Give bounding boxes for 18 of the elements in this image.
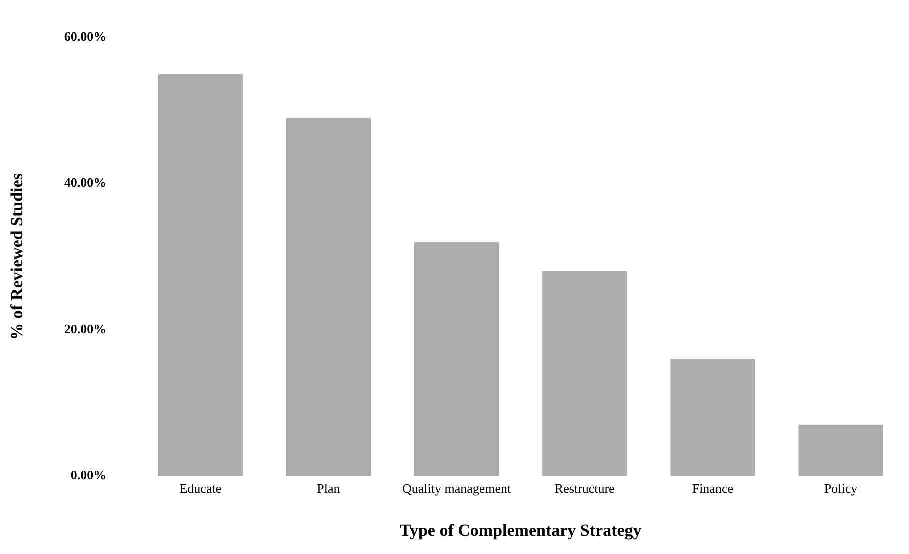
x-tick-label: Restructure <box>554 481 616 496</box>
x-tick-label: Plan <box>317 481 341 496</box>
bar <box>542 272 628 476</box>
y-tick-label: 0.00% <box>70 467 107 482</box>
x-tick-label: Educate <box>180 481 222 496</box>
x-axis-title: Type of Complementary Strategy <box>400 521 642 540</box>
bar <box>798 424 884 476</box>
y-tick-label: 40.00% <box>64 175 107 190</box>
y-tick-label: 60.00% <box>64 29 107 44</box>
bar <box>286 118 371 476</box>
bar <box>158 74 243 476</box>
x-tick-label: Quality management <box>402 481 512 496</box>
y-tick-label: 20.00% <box>64 321 107 336</box>
x-tick-label: Finance <box>692 481 734 496</box>
x-tick-label: Policy <box>824 481 858 496</box>
bar <box>670 359 756 476</box>
bar <box>414 242 500 476</box>
y-axis-title: % of Reviewed Studies <box>8 173 27 340</box>
